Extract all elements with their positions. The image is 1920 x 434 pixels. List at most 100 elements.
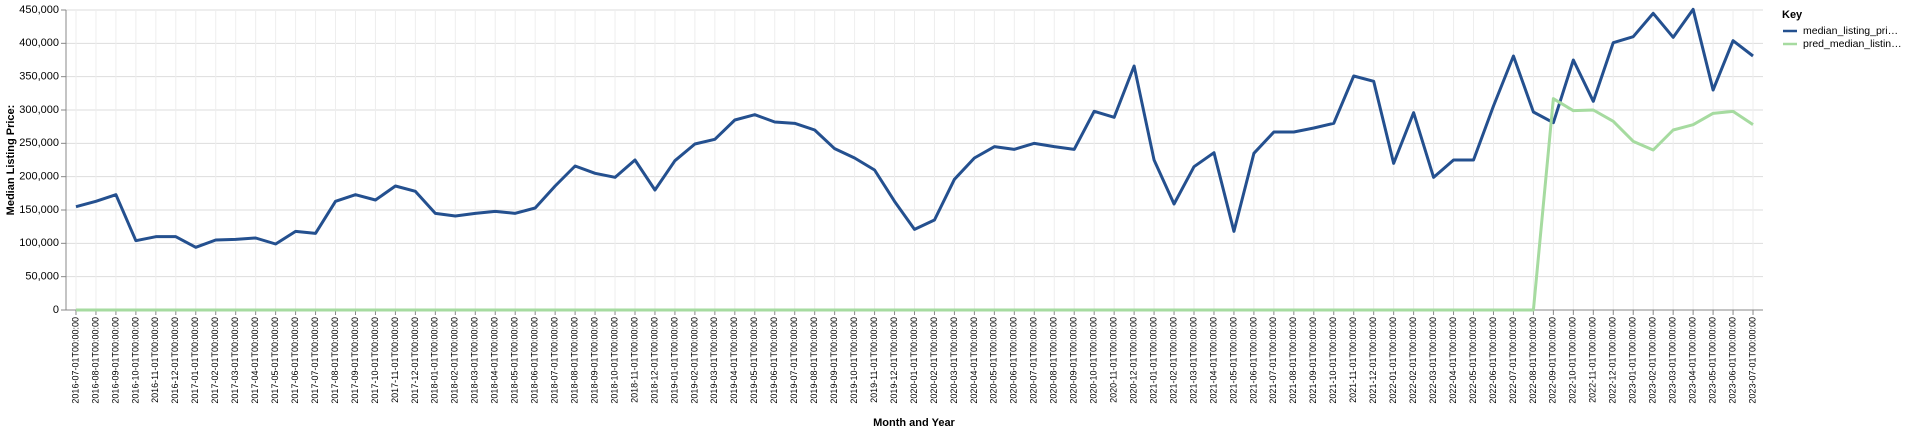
x-tick-label: 2019-10-01T00:00:00 — [849, 317, 859, 404]
x-tick-label: 2018-01-01T00:00:00 — [430, 317, 440, 404]
legend-label: pred_median_listin… — [1803, 38, 1902, 50]
x-tick-label: 2020-01-01T00:00:00 — [909, 317, 919, 404]
x-tick-label: 2021-02-01T00:00:00 — [1168, 317, 1178, 404]
x-tick-label: 2022-10-01T00:00:00 — [1568, 317, 1578, 404]
x-tick-label: 2018-07-01T00:00:00 — [550, 317, 560, 404]
x-tick-label: 2020-08-01T00:00:00 — [1049, 317, 1059, 404]
x-tick-label: 2021-05-01T00:00:00 — [1228, 317, 1238, 404]
y-tick-label: 300,000 — [19, 104, 59, 116]
x-tick-label: 2021-10-01T00:00:00 — [1328, 317, 1338, 404]
legend-label: median_listing_pri… — [1803, 25, 1898, 37]
x-tick-label: 2019-03-01T00:00:00 — [709, 317, 719, 404]
x-tick-label: 2017-08-01T00:00:00 — [330, 317, 340, 404]
legend-title: Key — [1782, 9, 1803, 21]
x-tick-label: 2020-03-01T00:00:00 — [949, 317, 959, 404]
x-tick-label: 2020-12-01T00:00:00 — [1128, 317, 1138, 404]
x-tick-label: 2017-07-01T00:00:00 — [310, 317, 320, 404]
x-tick-label: 2018-08-01T00:00:00 — [569, 317, 579, 404]
x-tick-label: 2017-02-01T00:00:00 — [210, 317, 220, 404]
x-tick-label: 2018-04-01T00:00:00 — [490, 317, 500, 404]
x-tick-label: 2018-05-01T00:00:00 — [510, 317, 520, 404]
x-tick-label: 2022-04-01T00:00:00 — [1448, 317, 1458, 404]
x-tick-label: 2017-10-01T00:00:00 — [370, 317, 380, 404]
x-tick-label: 2018-02-01T00:00:00 — [450, 317, 460, 404]
x-tick-label: 2017-01-01T00:00:00 — [190, 317, 200, 404]
y-tick-label: 200,000 — [19, 171, 59, 183]
x-tick-label: 2019-07-01T00:00:00 — [789, 317, 799, 404]
y-tick-label: 100,000 — [19, 237, 59, 249]
x-tick-label: 2021-07-01T00:00:00 — [1268, 317, 1278, 404]
x-tick-label: 2020-06-01T00:00:00 — [1009, 317, 1019, 404]
y-tick-label: 50,000 — [25, 271, 59, 283]
x-tick-label: 2023-02-01T00:00:00 — [1648, 317, 1658, 404]
y-tick-label: 250,000 — [19, 137, 59, 149]
y-tick-label: 350,000 — [19, 71, 59, 83]
x-tick-label: 2022-08-01T00:00:00 — [1528, 317, 1538, 404]
x-tick-label: 2018-11-01T00:00:00 — [629, 317, 639, 403]
x-tick-label: 2022-06-01T00:00:00 — [1488, 317, 1498, 404]
x-tick-label: 2020-09-01T00:00:00 — [1069, 317, 1079, 404]
x-tick-label: 2020-07-01T00:00:00 — [1029, 317, 1039, 404]
x-tick-label: 2018-09-01T00:00:00 — [589, 317, 599, 404]
x-tick-label: 2022-02-01T00:00:00 — [1408, 317, 1418, 404]
y-axis-title: Median Listing Price: — [5, 105, 17, 216]
x-tick-label: 2019-05-01T00:00:00 — [749, 317, 759, 404]
x-tick-label: 2019-08-01T00:00:00 — [809, 317, 819, 404]
x-tick-label: 2017-05-01T00:00:00 — [270, 317, 280, 404]
y-tick-label: 0 — [53, 304, 59, 316]
x-tick-label: 2017-03-01T00:00:00 — [230, 317, 240, 404]
x-tick-label: 2016-09-01T00:00:00 — [110, 317, 120, 404]
x-tick-label: 2019-02-01T00:00:00 — [689, 317, 699, 404]
x-tick-label: 2017-11-01T00:00:00 — [390, 317, 400, 403]
x-tick-label: 2017-09-01T00:00:00 — [350, 317, 360, 404]
series-line — [75, 97, 1754, 312]
x-tick-label: 2017-12-01T00:00:00 — [410, 317, 420, 404]
x-tick-label: 2019-12-01T00:00:00 — [889, 317, 899, 404]
x-tick-label: 2023-07-01T00:00:00 — [1747, 317, 1757, 404]
x-tick-label: 2016-08-01T00:00:00 — [90, 317, 100, 404]
x-tick-label: 2022-01-01T00:00:00 — [1388, 317, 1398, 404]
x-tick-label: 2018-03-01T00:00:00 — [470, 317, 480, 404]
x-tick-label: 2021-09-01T00:00:00 — [1308, 317, 1318, 404]
x-tick-label: 2016-07-01T00:00:00 — [70, 317, 80, 404]
x-tick-label: 2023-05-01T00:00:00 — [1707, 317, 1717, 404]
x-tick-label: 2020-11-01T00:00:00 — [1109, 317, 1119, 403]
x-tick-label: 2017-04-01T00:00:00 — [250, 317, 260, 404]
series-line — [75, 7, 1754, 249]
x-tick-label: 2020-10-01T00:00:00 — [1089, 317, 1099, 404]
x-tick-label: 2023-01-01T00:00:00 — [1628, 317, 1638, 404]
x-tick-label: 2023-04-01T00:00:00 — [1687, 317, 1697, 404]
x-tick-label: 2022-11-01T00:00:00 — [1588, 317, 1598, 403]
x-tick-label: 2022-12-01T00:00:00 — [1608, 317, 1618, 404]
x-tick-label: 2022-05-01T00:00:00 — [1468, 317, 1478, 404]
x-tick-label: 2021-08-01T00:00:00 — [1288, 317, 1298, 404]
x-tick-label: 2019-01-01T00:00:00 — [669, 317, 679, 404]
y-tick-label: 450,000 — [19, 4, 59, 16]
x-tick-label: 2016-12-01T00:00:00 — [170, 317, 180, 404]
x-tick-label: 2016-11-01T00:00:00 — [150, 317, 160, 403]
x-tick-label: 2022-09-01T00:00:00 — [1548, 317, 1558, 404]
x-tick-label: 2021-03-01T00:00:00 — [1188, 317, 1198, 404]
y-tick-label: 400,000 — [19, 37, 59, 49]
y-tick-label: 150,000 — [19, 204, 59, 216]
x-tick-label: 2022-03-01T00:00:00 — [1428, 317, 1438, 404]
x-tick-label: 2020-04-01T00:00:00 — [969, 317, 979, 404]
x-tick-label: 2018-06-01T00:00:00 — [530, 317, 540, 404]
x-tick-label: 2019-06-01T00:00:00 — [769, 317, 779, 404]
x-tick-label: 2021-06-01T00:00:00 — [1248, 317, 1258, 404]
x-tick-label: 2019-09-01T00:00:00 — [829, 317, 839, 404]
x-tick-label: 2020-02-01T00:00:00 — [929, 317, 939, 404]
x-axis-title: Month and Year — [873, 417, 955, 429]
x-tick-label: 2020-05-01T00:00:00 — [989, 317, 999, 404]
x-tick-label: 2021-12-01T00:00:00 — [1368, 317, 1378, 404]
x-tick-label: 2021-04-01T00:00:00 — [1208, 317, 1218, 404]
x-tick-label: 2018-10-01T00:00:00 — [609, 317, 619, 404]
x-tick-label: 2021-01-01T00:00:00 — [1148, 317, 1158, 404]
x-tick-label: 2018-12-01T00:00:00 — [649, 317, 659, 404]
x-tick-label: 2019-11-01T00:00:00 — [869, 317, 879, 403]
x-tick-label: 2017-06-01T00:00:00 — [290, 317, 300, 404]
x-tick-label: 2016-10-01T00:00:00 — [130, 317, 140, 404]
x-tick-label: 2019-04-01T00:00:00 — [729, 317, 739, 404]
x-tick-label: 2023-06-01T00:00:00 — [1727, 317, 1737, 404]
